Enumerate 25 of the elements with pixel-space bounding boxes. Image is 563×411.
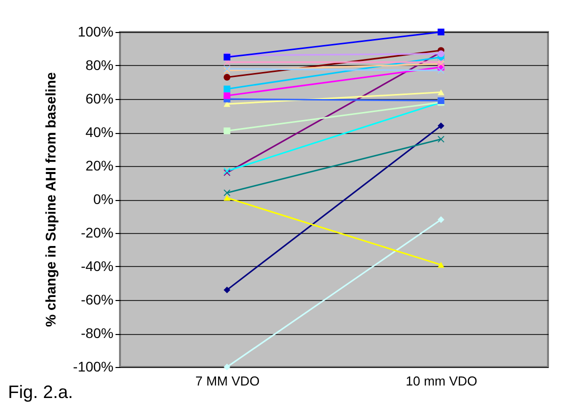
point [224, 74, 230, 81]
y-tick-label: 100% [78, 24, 114, 40]
y-tick-label: 0% [93, 191, 114, 207]
point [438, 122, 444, 130]
y-tick-label: -40% [80, 258, 114, 274]
point [438, 28, 444, 36]
point [224, 364, 230, 370]
y-tick-label: -80% [80, 325, 114, 341]
point [224, 92, 230, 100]
y-tick-label: 20% [85, 158, 114, 174]
y-tick-label: -20% [80, 224, 114, 240]
y-tick-label: 40% [85, 124, 114, 140]
y-tick-label: -100% [73, 358, 114, 374]
x-tick-label: 7 MM VDO [195, 374, 260, 388]
point [438, 67, 444, 74]
point [438, 216, 444, 223]
x-tick-label: 10 mm VDO [406, 374, 478, 388]
point [224, 127, 230, 134]
y-tick-label: -60% [80, 292, 114, 308]
y-tick-label: 80% [85, 57, 114, 73]
point [224, 86, 230, 92]
caption: Fig. 2.a. [8, 382, 74, 403]
y-tick-label: 60% [85, 90, 114, 106]
point [224, 286, 230, 294]
y-axis-title: % change in Supine AHI from baseline [42, 72, 58, 327]
